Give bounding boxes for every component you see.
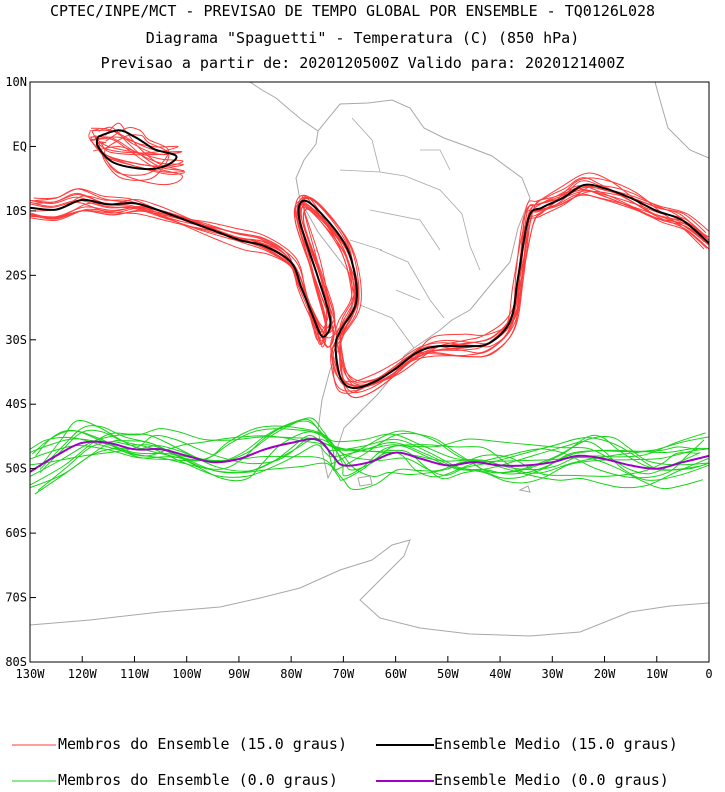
- central-america-outline: [249, 82, 319, 132]
- x-tick-label: 70W: [333, 667, 355, 681]
- y-tick-label: 60S: [5, 526, 27, 540]
- ensemble-means: [30, 129, 709, 473]
- member-15-line: [30, 185, 708, 389]
- y-tick-label: 30S: [5, 333, 27, 347]
- mean-15-line: [30, 183, 709, 390]
- member-15-line: [30, 186, 709, 383]
- y-tick-label: 20S: [5, 268, 27, 282]
- chart-subtitle: Diagrama "Spaguetti" - Temperatura (C) (…: [145, 29, 580, 47]
- header-title: CPTEC/INPE/MCT - PREVISAO DE TEMPO GLOBA…: [49, 2, 656, 20]
- member-15-loop: [95, 126, 185, 173]
- legend-label-mean-15: Ensemble Medio (15.0 graus): [434, 735, 678, 753]
- south-georgia-outline: [518, 485, 531, 493]
- x-tick-label: 10W: [646, 667, 668, 681]
- x-tick-label: 130W: [16, 667, 46, 681]
- x-tick-label: 90W: [228, 667, 250, 681]
- x-tick-label: 50W: [437, 667, 459, 681]
- mean-15-line: [95, 129, 178, 171]
- ensemble-members: [30, 122, 709, 495]
- member-15-line: [30, 193, 709, 399]
- member-0-line: [31, 420, 700, 476]
- x-tick-label: 60W: [385, 667, 407, 681]
- member-15-line: [34, 172, 709, 387]
- x-tick-label: 110W: [120, 667, 150, 681]
- member-15-line: [30, 184, 705, 394]
- legend-label-members-0: Membros do Ensemble (0.0 graus): [58, 771, 338, 789]
- member-15-line: [34, 177, 705, 386]
- member-15-line: [30, 194, 709, 399]
- member-15-line: [34, 188, 709, 386]
- member-15-line: [30, 177, 709, 382]
- x-tick-label: 30W: [541, 667, 563, 681]
- member-15-line: [30, 190, 705, 394]
- member-15-loop: [90, 137, 183, 186]
- y-tick-label: EQ: [13, 139, 27, 153]
- y-tick-label: 70S: [5, 591, 27, 605]
- plot-frame: [29, 81, 710, 663]
- y-tick-label: 80S: [5, 655, 27, 669]
- member-0-line: [34, 444, 704, 495]
- mean-0-line: [30, 438, 709, 473]
- x-tick-label: 0: [705, 667, 712, 681]
- x-tick-label: 20W: [594, 667, 616, 681]
- member-0-line: [30, 431, 700, 489]
- x-tick-label: 100W: [172, 667, 202, 681]
- y-tick-label: 10S: [5, 204, 27, 218]
- member-15-line: [30, 190, 706, 388]
- forecast-validity: Previsao a partir de: 2020120500Z Valido…: [100, 54, 625, 72]
- member-15-loop: [89, 128, 183, 155]
- x-tick-label: 40W: [489, 667, 511, 681]
- south-america-outline: [295, 99, 531, 480]
- axes: 130W 120W 110W 100W 90W 80W 70W 60W 50W 40W 30W 20W…: [5, 75, 712, 681]
- member-15-loop: [104, 127, 170, 176]
- member-0-line: [37, 441, 709, 491]
- y-tick-label: 40S: [5, 397, 27, 411]
- member-15-line: [31, 189, 709, 389]
- x-tick-label: 80W: [280, 667, 302, 681]
- member-15-line: [33, 185, 707, 384]
- member-0-line: [30, 418, 709, 475]
- antarctica-outline: [30, 539, 709, 637]
- falklands-outline: [357, 475, 373, 487]
- y-tick-label: 10N: [5, 75, 27, 89]
- legend-label-members-15: Membros do Ensemble (15.0 graus): [58, 735, 347, 753]
- country-borders: [339, 117, 481, 349]
- x-tick-label: 120W: [68, 667, 98, 681]
- y-tick-label: 50S: [5, 462, 27, 476]
- member-0-line: [30, 435, 705, 479]
- legend-label-mean-0: Ensemble Medio (0.0 graus): [434, 771, 669, 789]
- africa-outline: [654, 82, 709, 159]
